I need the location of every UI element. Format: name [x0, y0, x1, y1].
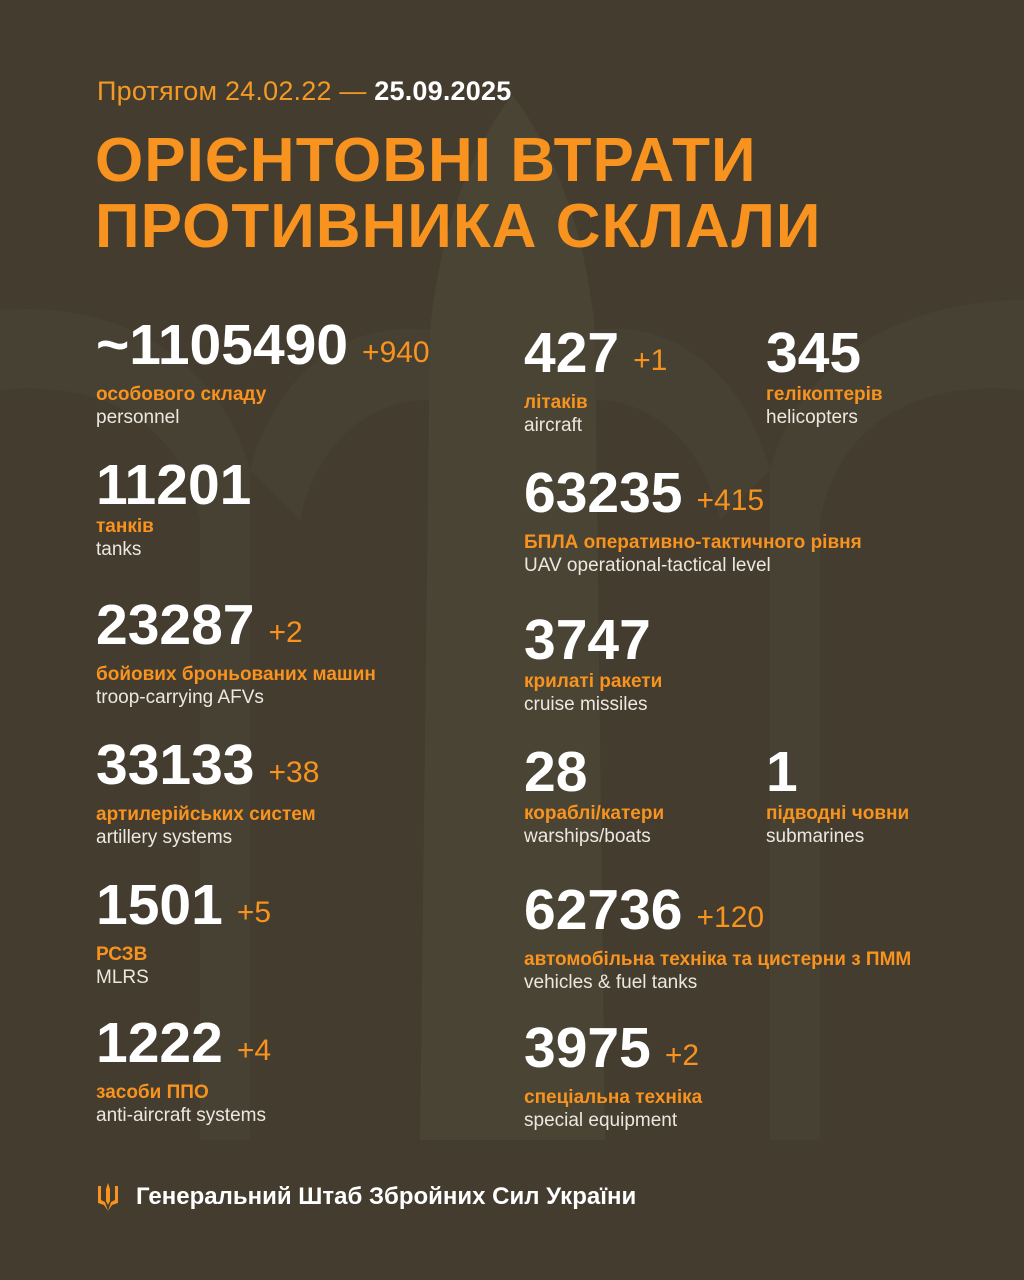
stat-value: 1 [766, 743, 909, 801]
title-line-1: ОРІЄНТОВНІ ВТРАТИ [95, 126, 757, 195]
stat-label-ua: автомобільна техніка та цистерни з ПММ [524, 949, 912, 970]
stat-total: 1222 [96, 1011, 223, 1075]
stat-total: 1 [766, 740, 798, 804]
stat-helicopters: 345 гелікоптерів helicopters [766, 324, 883, 429]
stat-total: 345 [766, 321, 862, 385]
stat-total: 23287 [96, 593, 255, 657]
stat-label-en: anti-aircraft systems [96, 1105, 266, 1126]
period-start: Протягом 24.02.22 — [97, 76, 367, 106]
stat-total: 33133 [96, 733, 255, 797]
stat-delta: +1 [633, 344, 668, 377]
stat-personnel: ~1105490 +940 особового складу personnel [96, 316, 430, 429]
stat-aircraft: 427 +1 літаків aircraft [524, 324, 667, 437]
period-end: 25.09.2025 [374, 76, 512, 106]
stat-label-en: special equipment [524, 1110, 678, 1131]
title-line-2: ПРОТИВНИКА СКЛАЛИ [95, 192, 822, 261]
stat-troop-carrying-afvs: 23287 +2 бойових броньованих машин troop-ca… [96, 596, 376, 709]
stat-label-ua: спеціальна техніка [524, 1087, 703, 1108]
stat-label-ua: підводні човни [766, 803, 910, 824]
stat-artillery-systems: 33133 +38 артилерійських систем artillery s… [96, 736, 319, 849]
stat-label-ua: гелікоптерів [766, 384, 883, 405]
stat-label-en: vehicles & fuel tanks [524, 972, 698, 993]
stat-tanks: 11201 танків tanks [96, 456, 251, 561]
stat-value: 1222 +4 [96, 1014, 271, 1080]
stat-total: ~1105490 [96, 313, 349, 377]
stat-label-en: warships/boats [524, 826, 651, 847]
stat-value: 23287 +2 [96, 596, 376, 662]
stat-label-ua: засоби ППО [96, 1082, 209, 1103]
stat-mlrs: 1501 +5 РСЗВ MLRS [96, 876, 271, 989]
stat-delta: +2 [664, 1039, 700, 1072]
stat-label-en: tanks [96, 539, 142, 560]
stat-delta: +5 [236, 896, 272, 929]
stat-label-en: helicopters [766, 407, 858, 428]
stat-anti-aircraft-systems: 1222 +4 засоби ППО anti-aircraft systems [96, 1014, 271, 1127]
stat-label-ua: крилаті ракети [524, 671, 663, 692]
stat-label-en: troop-carrying AFVs [96, 687, 264, 708]
stat-total: 11201 [96, 453, 252, 517]
stat-value: ~1105490 +940 [96, 316, 430, 382]
stat-value: 345 [766, 324, 883, 382]
stat-value: 3975 +2 [524, 1019, 702, 1085]
stat-warships-boats: 28 кораблі/катери warships/boats [524, 743, 664, 848]
stat-label-en: aircraft [524, 415, 583, 436]
stat-delta: +940 [362, 336, 430, 369]
stat-label-ua: РСЗВ [96, 944, 148, 965]
stat-total: 62736 [524, 878, 683, 942]
stat-label-en: MLRS [96, 967, 149, 988]
stat-delta: +38 [268, 756, 320, 789]
stat-total: 28 [524, 740, 588, 804]
stat-label-ua: кораблі/катери [524, 803, 665, 824]
stat-total: 427 [524, 321, 620, 385]
period-subtitle: Протягом 24.02.22 — 25.09.2025 [97, 76, 511, 107]
stat-value: 62736 +120 [524, 881, 911, 947]
stat-value: 427 +1 [524, 324, 667, 390]
stat-label-en: submarines [766, 826, 865, 847]
stat-total: 3975 [524, 1016, 651, 1080]
stat-value: 63235 +415 [524, 464, 862, 530]
stat-vehicles-fuel-tanks: 62736 +120 автомобільна техніка та цистерн… [524, 881, 911, 994]
stat-delta: +415 [696, 484, 765, 517]
stat-value: 33133 +38 [96, 736, 319, 802]
stat-total: 63235 [524, 461, 683, 525]
stat-special-equipment: 3975 +2 спеціальна техніка special equipmen… [524, 1019, 702, 1132]
stat-total: 1501 [96, 873, 223, 937]
stat-label-en: personnel [96, 407, 180, 428]
footer: Генеральний Штаб Збройних Сил України [96, 1183, 636, 1211]
stat-value: 3747 [524, 611, 662, 669]
stat-delta: +120 [696, 901, 765, 934]
stat-submarines: 1 підводні човни submarines [766, 743, 909, 848]
stat-delta: +2 [268, 616, 303, 649]
stat-label-ua: танків [96, 516, 154, 537]
footer-text: Генеральний Штаб Збройних Сил України [136, 1183, 637, 1210]
stat-total: 3747 [524, 608, 651, 672]
stat-delta: +4 [236, 1034, 272, 1067]
stat-label-ua: особового складу [96, 384, 267, 405]
stat-label-ua: БПЛА оперативно-тактичного рівня [524, 532, 862, 553]
stat-label-ua: літаків [524, 392, 588, 413]
stat-cruise-missiles: 3747 крилаті ракети cruise missiles [524, 611, 662, 716]
trident-icon [98, 1183, 118, 1211]
stat-label-en: cruise missiles [524, 694, 648, 715]
stat-label-en: artillery systems [96, 827, 233, 848]
stat-label-ua: бойових броньованих машин [96, 664, 376, 685]
page-title: ОРІЄНТОВНІ ВТРАТИ ПРОТИВНИКА СКЛАЛИ [95, 128, 821, 260]
stat-label-ua: артилерійських систем [96, 804, 316, 825]
stat-label-en: UAV operational-tactical level [524, 555, 771, 576]
stat-value: 1501 +5 [96, 876, 271, 942]
stat-uav-operational-tactical-level: 63235 +415 БПЛА оперативно-тактичного рівн… [524, 464, 862, 577]
stat-value: 28 [524, 743, 664, 801]
stat-value: 11201 [96, 456, 251, 514]
